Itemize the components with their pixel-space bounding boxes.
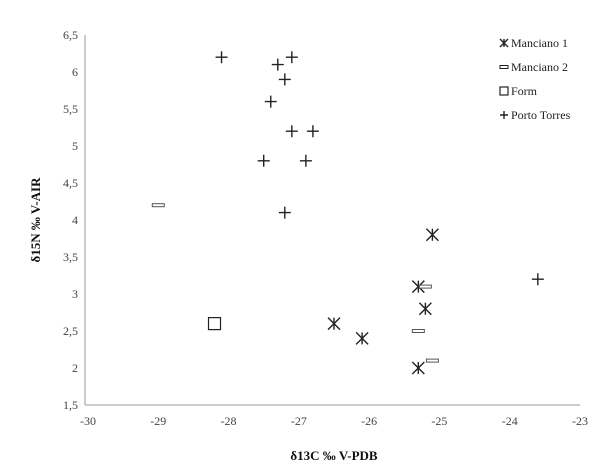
y-tick-label: 3 xyxy=(72,287,78,301)
data-point-plus xyxy=(285,125,298,138)
y-tick-label: 2 xyxy=(72,361,78,375)
legend-marker-asterisk xyxy=(499,38,509,48)
data-point-asterisk xyxy=(411,361,425,375)
legend-entry: Form xyxy=(511,84,538,98)
y-axis-label: δ15N ‰ V-AIR xyxy=(28,177,43,263)
data-point-asterisk xyxy=(327,317,341,331)
legend: Manciano 1 Manciano 2 Form Porto Torres xyxy=(499,36,571,122)
legend-entry: Porto Torres xyxy=(511,108,571,122)
y-tick-label: 2,5 xyxy=(63,324,78,338)
data-point-asterisk xyxy=(425,228,439,242)
data-point-plus xyxy=(264,95,277,108)
data-point-dash xyxy=(418,284,432,289)
y-tick-label: 3,5 xyxy=(63,250,78,264)
data-point-asterisk xyxy=(418,302,432,316)
x-axis-label: δ13C ‰ V-PDB xyxy=(290,448,377,463)
y-tick-label: 1,5 xyxy=(63,398,78,412)
data-point-plus xyxy=(278,73,291,86)
legend-entry: Manciano 2 xyxy=(511,60,568,74)
x-tick-label: -29 xyxy=(150,414,166,428)
x-tick-label: -30 xyxy=(80,414,96,428)
y-tick-label: 4,5 xyxy=(63,176,78,190)
y-tick-label: 5,5 xyxy=(63,102,78,116)
y-tick-label: 6,5 xyxy=(63,28,78,42)
data-point-asterisk xyxy=(411,280,425,294)
data-point-plus xyxy=(271,58,284,71)
y-tick-label: 5 xyxy=(72,139,78,153)
data-point-square xyxy=(207,317,222,331)
data-points xyxy=(151,51,544,375)
x-tick-label: -25 xyxy=(431,414,447,428)
x-tick-label: -23 xyxy=(572,414,588,428)
data-point-plus xyxy=(215,51,228,64)
data-point-dash xyxy=(411,329,425,333)
data-point-dash xyxy=(425,358,439,363)
data-point-plus xyxy=(278,206,291,219)
data-point-plus xyxy=(285,51,298,64)
y-tick-label: 4 xyxy=(72,213,78,227)
data-point-plus xyxy=(257,154,270,167)
x-tick-label: -26 xyxy=(361,414,377,428)
x-tick-label: -28 xyxy=(221,414,237,428)
legend-marker-dash xyxy=(499,65,509,69)
axes: -30 -29 -28 -27 -26 -25 -24 -23 1,5 2 2,5 3 3,5 4 4,5 5… xyxy=(63,28,588,428)
y-tick-label: 6 xyxy=(72,65,78,79)
data-point-plus xyxy=(299,154,312,167)
legend-marker-square xyxy=(499,86,509,96)
legend-entry: Manciano 1 xyxy=(511,36,568,50)
data-point-dash xyxy=(151,203,165,208)
x-tick-label: -27 xyxy=(291,414,307,428)
data-point-plus xyxy=(306,125,319,138)
legend-marker-plus xyxy=(500,111,508,119)
x-tick-label: -24 xyxy=(502,414,518,428)
data-point-plus xyxy=(531,273,544,286)
data-point-asterisk xyxy=(355,331,369,345)
